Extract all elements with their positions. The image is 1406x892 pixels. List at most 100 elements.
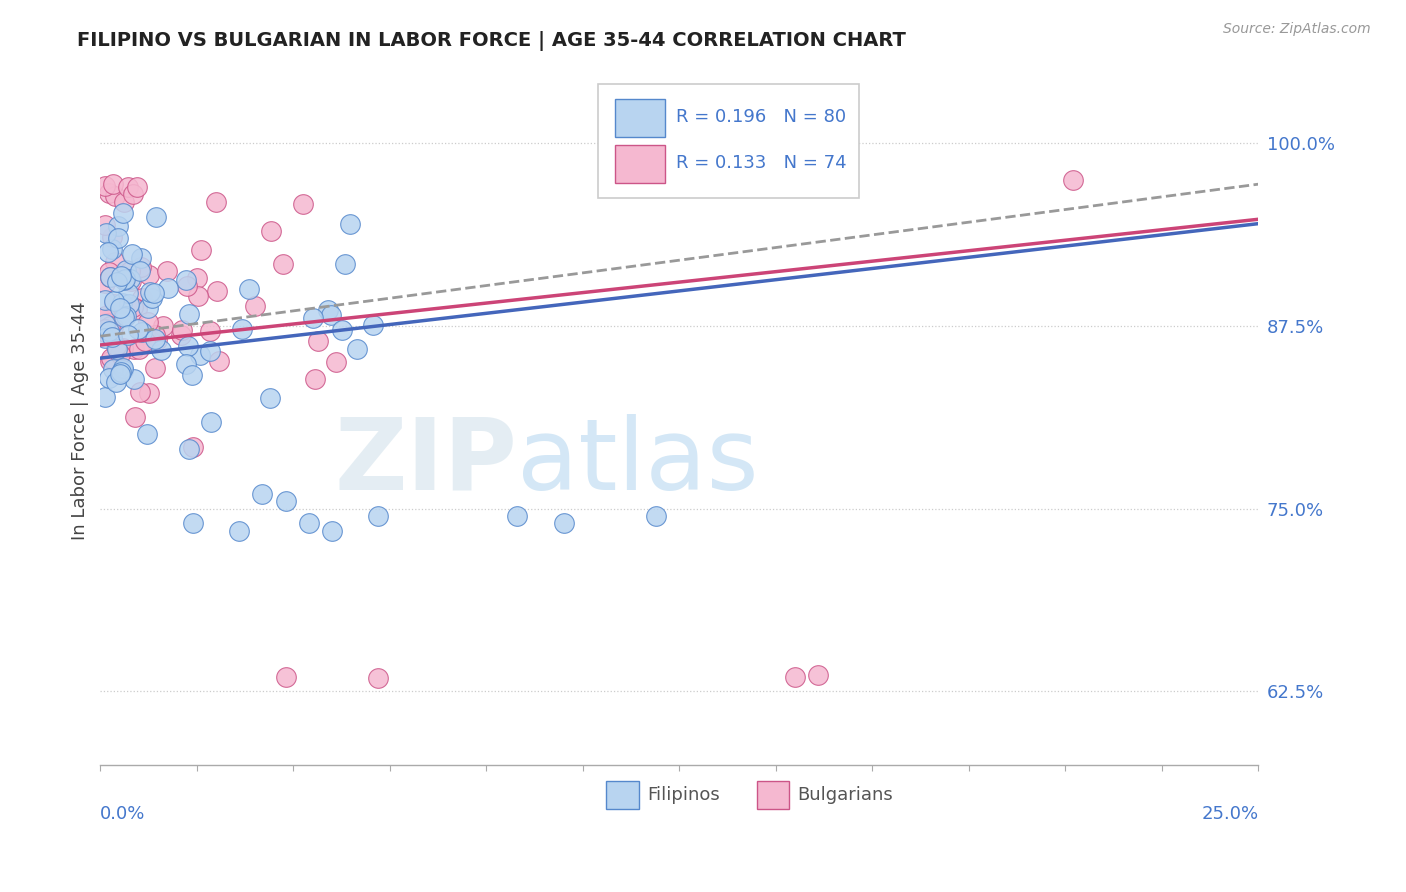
- Text: atlas: atlas: [517, 414, 759, 511]
- Point: [107, 231, 129, 245]
- Point: [107, 219, 129, 233]
- Point: [94, 316, 117, 330]
- Point: [122, 342, 145, 356]
- Point: [274, 670, 297, 684]
- Point: [506, 509, 529, 524]
- Point: [302, 311, 325, 326]
- Point: [149, 343, 172, 358]
- Point: [94, 316, 117, 330]
- Point: [553, 516, 575, 531]
- Point: [98, 354, 121, 368]
- Point: [107, 276, 129, 290]
- Point: [198, 344, 221, 359]
- Point: [97, 317, 120, 331]
- Point: [121, 301, 143, 315]
- Point: [367, 509, 389, 524]
- Point: [104, 189, 127, 203]
- Point: [108, 301, 131, 315]
- Point: [316, 302, 339, 317]
- Point: [187, 289, 209, 303]
- Point: [156, 264, 179, 278]
- Point: [188, 348, 211, 362]
- Point: [129, 385, 152, 400]
- Point: [143, 285, 166, 300]
- Point: [112, 194, 135, 209]
- Point: [98, 186, 121, 201]
- Point: [98, 269, 121, 284]
- Point: [94, 390, 117, 404]
- Point: [143, 360, 166, 375]
- Point: [117, 328, 139, 343]
- Point: [112, 310, 135, 325]
- Point: [200, 415, 222, 429]
- Point: [105, 376, 128, 390]
- Point: [179, 307, 201, 321]
- Point: [205, 194, 228, 209]
- Point: [259, 391, 281, 405]
- Point: [143, 333, 166, 347]
- Point: [259, 224, 281, 238]
- Point: [174, 273, 197, 287]
- Point: [231, 322, 253, 336]
- Point: [190, 243, 212, 257]
- Point: [115, 263, 138, 277]
- Point: [128, 343, 150, 357]
- Point: [114, 272, 136, 286]
- Point: [101, 362, 124, 376]
- Point: [174, 357, 197, 371]
- Point: [98, 265, 121, 279]
- Point: [94, 218, 117, 232]
- Point: [131, 325, 153, 339]
- Point: [332, 323, 354, 337]
- Text: R = 0.133   N = 74: R = 0.133 N = 74: [676, 153, 846, 171]
- Point: [186, 270, 208, 285]
- Point: [127, 301, 149, 316]
- Point: [120, 274, 142, 288]
- Point: [120, 264, 142, 278]
- Point: [112, 342, 135, 356]
- Point: [238, 282, 260, 296]
- Point: [112, 361, 135, 376]
- Point: [94, 276, 117, 290]
- Y-axis label: In Labor Force | Age 35-44: In Labor Force | Age 35-44: [72, 301, 89, 541]
- Point: [346, 342, 368, 356]
- Point: [94, 325, 117, 339]
- Point: [110, 268, 132, 283]
- FancyBboxPatch shape: [606, 781, 638, 809]
- Point: [145, 210, 167, 224]
- Point: [111, 363, 134, 377]
- Point: [108, 267, 131, 281]
- Point: [307, 334, 329, 349]
- Point: [121, 247, 143, 261]
- Point: [181, 516, 204, 531]
- Point: [103, 293, 125, 308]
- Point: [104, 339, 127, 353]
- Text: 25.0%: 25.0%: [1201, 805, 1258, 823]
- Point: [101, 177, 124, 191]
- Point: [321, 308, 343, 322]
- Point: [208, 354, 231, 368]
- Text: Filipinos: Filipinos: [647, 786, 720, 805]
- Point: [108, 367, 131, 381]
- Point: [97, 245, 120, 260]
- Point: [181, 368, 204, 383]
- Point: [291, 196, 314, 211]
- Point: [101, 230, 124, 244]
- Point: [115, 310, 138, 324]
- Point: [118, 272, 141, 286]
- FancyBboxPatch shape: [614, 145, 665, 183]
- Point: [111, 296, 134, 310]
- Point: [136, 426, 159, 441]
- Point: [321, 524, 343, 538]
- Point: [94, 310, 117, 325]
- Point: [228, 524, 250, 538]
- Point: [143, 327, 166, 342]
- Point: [645, 509, 668, 524]
- Point: [118, 297, 141, 311]
- Text: Bulgarians: Bulgarians: [797, 786, 893, 805]
- Point: [124, 409, 146, 424]
- Point: [131, 251, 153, 265]
- Point: [177, 339, 200, 353]
- Point: [112, 273, 135, 287]
- Point: [141, 291, 163, 305]
